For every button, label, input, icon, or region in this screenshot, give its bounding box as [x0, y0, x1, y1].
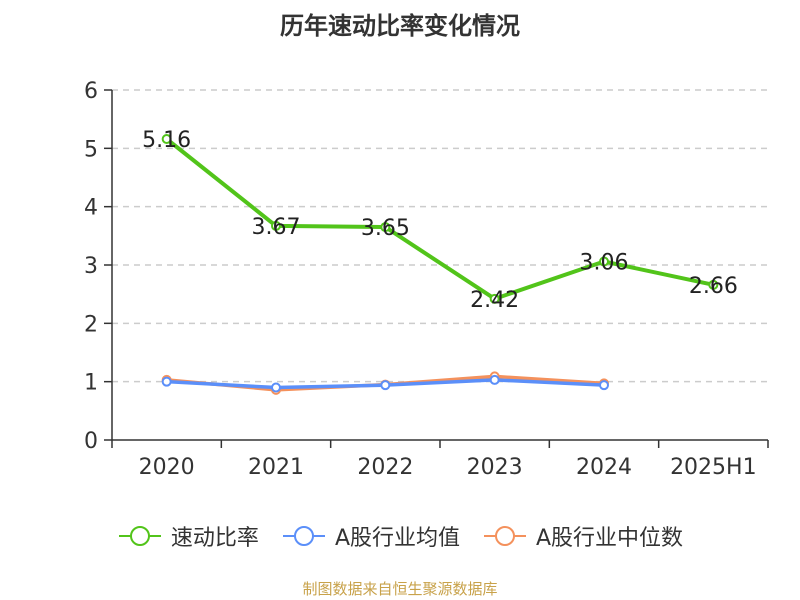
- legend-circle: [129, 526, 150, 546]
- legend-circle: [495, 526, 515, 546]
- legend-line-marker: [484, 526, 526, 546]
- chart-title: 历年速动比率变化情况: [280, 12, 520, 40]
- legend-line-marker: [118, 526, 161, 546]
- legend: 速动比率 A股行业均值 A股行业中位数: [0, 520, 800, 552]
- data-point[interactable]: [380, 380, 391, 391]
- y-tick-label: 6: [84, 79, 98, 104]
- x-tick-label: 2022: [357, 455, 413, 480]
- x-tick-label: 2025H1: [670, 455, 757, 480]
- y-tick-label: 2: [84, 312, 98, 337]
- data-point[interactable]: [271, 220, 281, 231]
- y-tick-label: 1: [84, 371, 98, 396]
- legend-item-quick-ratio[interactable]: 速动比率: [117, 520, 259, 552]
- data-point[interactable]: [161, 134, 172, 144]
- data-point[interactable]: [599, 380, 609, 391]
- legend-circle: [293, 526, 314, 546]
- x-tick-label: 2020: [139, 455, 195, 480]
- data-label: 3.65: [361, 216, 410, 241]
- data-point[interactable]: [161, 376, 172, 387]
- legend-item-industry-mean[interactable]: A股行业均值: [281, 520, 460, 552]
- y-tick-label: 3: [84, 254, 98, 279]
- legend-label: A股行业均值: [334, 526, 460, 551]
- y-tick-label: 4: [84, 196, 98, 221]
- x-tick-label: 2021: [248, 455, 304, 480]
- legend-line-marker: [282, 526, 325, 546]
- data-point[interactable]: [599, 256, 609, 267]
- data-point[interactable]: [708, 279, 719, 290]
- x-tick-label: 2024: [576, 455, 632, 480]
- data-labels: 5.16 3.67 3.65 2.42 3.06 2.66: [142, 128, 738, 313]
- data-label: 2.42: [470, 288, 519, 313]
- data-label: 3.06: [580, 251, 629, 276]
- data-label: 5.16: [142, 128, 191, 153]
- y-tick-label: 0: [84, 429, 98, 454]
- legend-label: A股行业中位数: [536, 526, 684, 551]
- data-point[interactable]: [489, 374, 500, 385]
- data-label: 2.66: [689, 274, 738, 299]
- gridlines: [112, 89, 768, 383]
- legend-item-industry-median[interactable]: A股行业中位数: [482, 520, 683, 552]
- x-tick-label: 2023: [467, 455, 523, 480]
- series-lines: [161, 134, 719, 395]
- axes: 0 1 2 3 4 5 6 2020 2021 2022 2023 2024 2025H1: [84, 79, 769, 480]
- legend-label: 速动比率: [170, 526, 259, 551]
- data-point[interactable]: [380, 222, 391, 233]
- data-label: 3.67: [252, 215, 301, 240]
- source-note: 制图数据来自恒生聚源数据库: [302, 580, 498, 598]
- data-point[interactable]: [489, 293, 500, 304]
- y-tick-label: 5: [84, 137, 98, 162]
- data-point[interactable]: [271, 382, 281, 393]
- series-line: [165, 137, 714, 301]
